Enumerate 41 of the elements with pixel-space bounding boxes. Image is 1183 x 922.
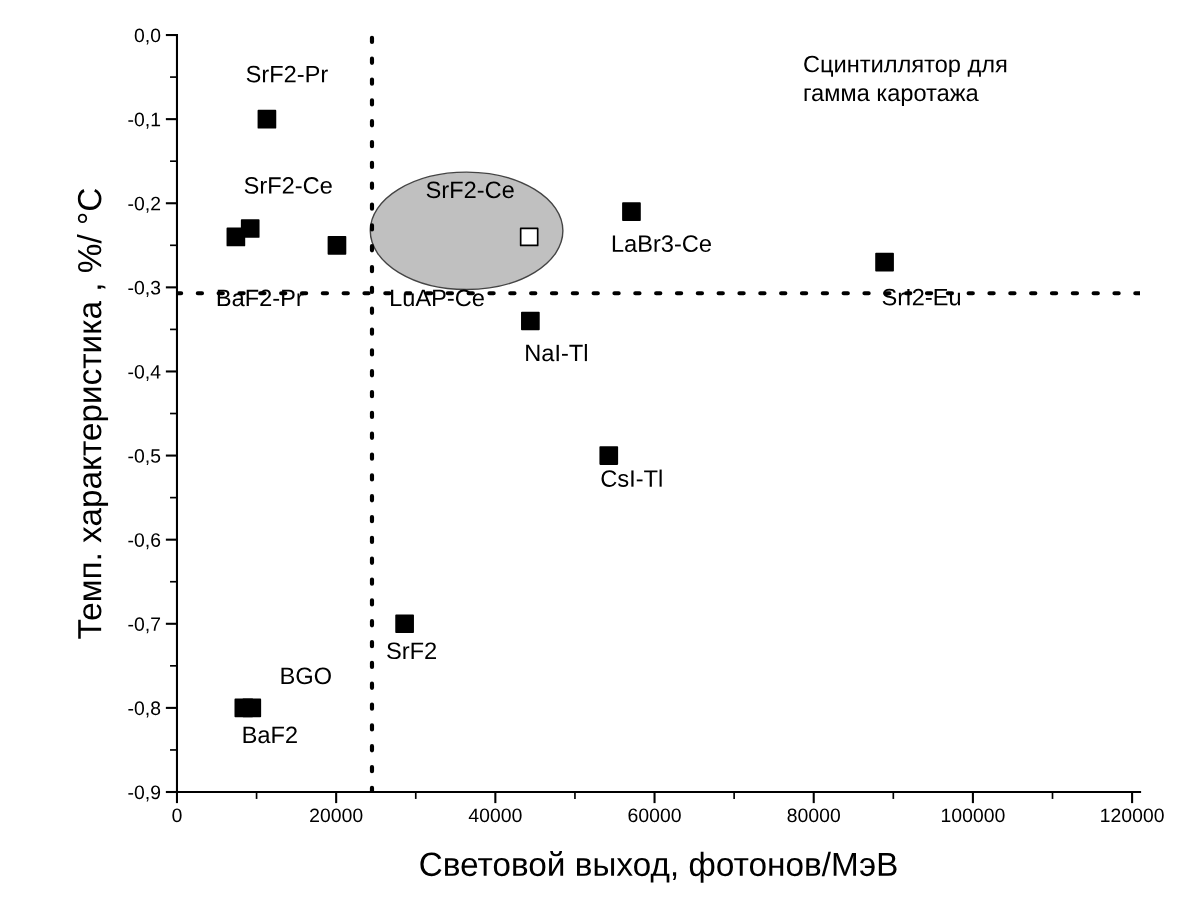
x-tick-label: 0 <box>172 808 182 823</box>
point <box>875 252 894 272</box>
x-tick-label: 20000 <box>310 808 363 823</box>
y-tick-label: -0,7 <box>128 617 161 634</box>
annotation: LuAP-Ce <box>391 289 484 307</box>
point <box>257 109 277 129</box>
point <box>519 227 539 247</box>
y-axis-title: Темп. характеристика , %/ °C <box>76 188 109 639</box>
point <box>622 202 641 222</box>
x-tick-label: 60000 <box>628 808 681 823</box>
annotation: SrF2 <box>387 642 437 660</box>
y-tick-label: -0,8 <box>128 701 161 718</box>
annotation: NaI-Tl <box>526 343 587 362</box>
y-tick-label: -0,5 <box>128 449 161 466</box>
y-tick-label: 0,0 <box>134 28 161 45</box>
point <box>327 235 347 255</box>
annotation: CsI-Tl <box>601 469 662 487</box>
y-tick-label: -0,9 <box>128 785 161 802</box>
annotation: LaBr3-Ce <box>612 235 711 252</box>
y-tick-label: -0,6 <box>128 533 161 550</box>
x-tick-label: 40000 <box>468 808 522 823</box>
annotation: Сцинтиллятор для гамма каротажа <box>804 55 1007 106</box>
annotation: BGO <box>281 667 331 685</box>
x-axis-title: Световой выход, фотонов/МэВ <box>420 851 897 883</box>
point <box>521 311 540 331</box>
point <box>599 446 619 465</box>
x-tick-label: 80000 <box>787 808 840 823</box>
annotation: SrI2-Eu <box>882 288 961 306</box>
annotation: SrF2-Ce <box>244 177 332 194</box>
annotation: BaF2 <box>243 726 297 744</box>
y-tick-label: -0,3 <box>128 280 161 297</box>
annotation: SrF2-Pr <box>246 65 328 83</box>
x-tick-label: 120000 <box>1101 808 1164 823</box>
x-tick-label: 100000 <box>941 808 1005 823</box>
y-tick-label: -0,2 <box>128 196 161 213</box>
annotation: SrF2-Ce <box>426 181 514 199</box>
point <box>395 614 414 634</box>
point <box>240 219 260 238</box>
y-tick-label: -0,1 <box>128 112 161 129</box>
y-tick-label: -0,4 <box>128 364 161 381</box>
point <box>242 698 262 718</box>
